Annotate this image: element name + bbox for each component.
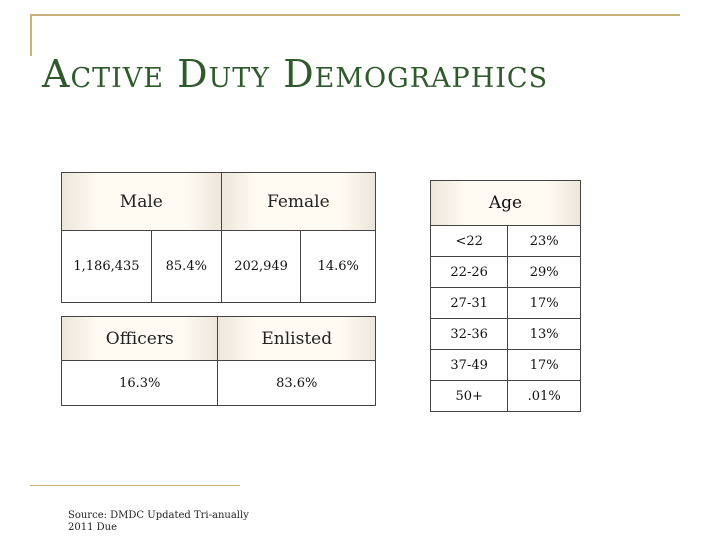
age-range: <22: [429, 225, 509, 257]
age-table: Age <22 23% 22-26 29% 27-31 17% 32-36 13…: [429, 180, 581, 412]
source-divider: [30, 485, 240, 486]
enlisted-percent: 83.6%: [217, 360, 376, 406]
male-header: Male: [61, 172, 222, 231]
age-percent: 29%: [507, 256, 581, 288]
source-note: Source: DMDC Updated Tri-anually 2011 Du…: [68, 510, 249, 534]
age-range: 27-31: [429, 287, 509, 319]
age-percent: 17%: [507, 287, 581, 319]
enlisted-header: Enlisted: [217, 316, 376, 361]
male-percent: 85.4%: [150, 230, 222, 303]
age-range: 50+: [429, 380, 509, 412]
female-header: Female: [220, 172, 377, 231]
male-count: 1,186,435: [61, 230, 152, 303]
age-percent: 17%: [507, 349, 581, 381]
rank-table: Officers Enlisted 16.3% 83.6%: [60, 316, 376, 406]
age-range: 37-49: [429, 349, 509, 381]
age-percent: .01%: [507, 380, 581, 412]
frame-vertical-rule: [30, 14, 32, 56]
officers-percent: 16.3%: [60, 360, 219, 406]
frame-top-rule: [30, 14, 680, 16]
page-title: Active Duty Demographics: [42, 52, 549, 96]
source-line-2: 2011 Due: [68, 522, 118, 533]
gender-table: Male Female 1,186,435 85.4% 202,949 14.6…: [61, 172, 377, 303]
age-percent: 13%: [507, 318, 581, 350]
female-count: 202,949: [220, 230, 302, 303]
officers-header: Officers: [60, 316, 219, 361]
age-percent: 23%: [507, 225, 581, 257]
source-line-1: Source: DMDC Updated Tri-anually: [68, 510, 249, 521]
age-header: Age: [430, 180, 581, 226]
female-percent: 14.6%: [300, 230, 376, 303]
age-range: 32-36: [429, 318, 509, 350]
age-range: 22-26: [429, 256, 509, 288]
